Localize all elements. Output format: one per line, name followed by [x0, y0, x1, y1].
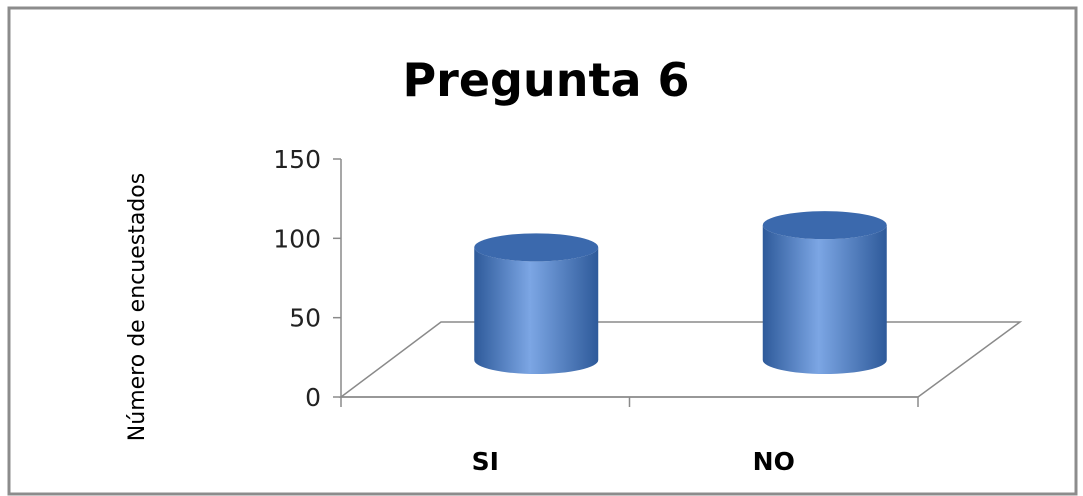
bar-body	[474, 247, 599, 374]
y-tick-label: 50	[289, 304, 321, 333]
bar-top	[762, 211, 887, 240]
bar-top	[474, 233, 599, 262]
y-axis-label: Número de encuestados	[125, 173, 150, 441]
y-tick-label: 0	[305, 383, 321, 412]
x-category-label: NO	[753, 447, 795, 476]
bar-body	[762, 225, 887, 374]
x-category-label: SI	[472, 447, 499, 476]
x-labels: SI NO	[472, 447, 795, 476]
x-ticks	[340, 397, 919, 407]
bar-no	[762, 211, 887, 374]
y-tick-label: 100	[273, 224, 321, 253]
y-tick-label: 150	[273, 145, 321, 174]
bars	[474, 211, 887, 374]
y-ticks: 0 50 100 150	[273, 145, 341, 412]
chart-title: Pregunta 6	[402, 53, 689, 107]
bar-si	[474, 233, 599, 374]
